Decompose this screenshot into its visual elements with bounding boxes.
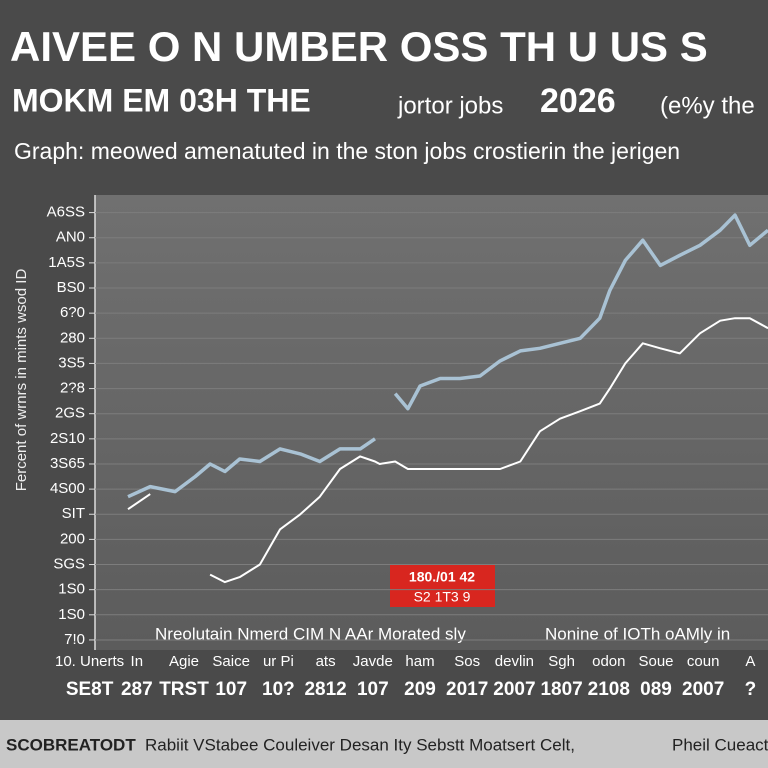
- x-tick-label: Javde: [353, 653, 393, 670]
- x-tick-label: 10?: [262, 679, 295, 700]
- x-tick-label: Agie: [169, 653, 199, 670]
- x-tick-label: 2007: [682, 679, 724, 700]
- x-tick-label: 1807: [540, 679, 582, 700]
- x-tick-label: In: [131, 653, 144, 670]
- x-tick-label: 2017: [446, 679, 488, 700]
- subtitle-year: 2026: [540, 82, 616, 120]
- x-tick-label: Sgh: [548, 653, 575, 670]
- y-tick-label: 1A5S: [48, 254, 85, 271]
- x-tick-label: 209: [404, 679, 436, 700]
- footer-text: SCOBREATODT: [6, 735, 136, 754]
- footer-band: [0, 720, 768, 768]
- y-tick-label: AN0: [56, 229, 85, 246]
- x-tick-label: ham: [405, 653, 434, 670]
- x-tick-label: 089: [640, 679, 672, 700]
- y-tick-label: BS0: [57, 279, 85, 296]
- x-tick-label: 107: [357, 679, 389, 700]
- y-tick-label: 3S65: [50, 455, 85, 472]
- y-tick-label: A6SS: [47, 204, 85, 221]
- y-tick-label: 2?8: [60, 380, 85, 397]
- x-tick-label: Saice: [212, 653, 250, 670]
- subtitle-tail: (e%y the: [660, 92, 755, 119]
- callout-box: [390, 565, 495, 607]
- x-tick-label: Soue: [638, 653, 673, 670]
- y-tick-label: 200: [60, 530, 85, 547]
- subtitle: MOKM EM 03H THE: [12, 82, 311, 118]
- callout-text: 180./01 42: [409, 569, 475, 585]
- x-tick-label: devlin: [495, 653, 534, 670]
- x-tick-label: ats: [316, 653, 336, 670]
- x-tick-label: TRST: [159, 679, 209, 700]
- y-axis-label: Fercent of wrnrs in mints wsod ID: [13, 269, 30, 492]
- y-tick-label: 3S5: [58, 354, 85, 371]
- x-tick-label: Sos: [454, 653, 480, 670]
- x-tick-label: 2108: [588, 679, 630, 700]
- x-tick-label: ur Pi: [263, 653, 294, 670]
- chart-title: AIVEE O N UMBER OSS TH U US S: [10, 23, 708, 70]
- footer-text: Pheil Cueact: [672, 735, 768, 754]
- y-tick-label: 2GS: [55, 405, 85, 422]
- y-tick-label: 1S0: [58, 606, 85, 623]
- y-tick-label: SIT: [62, 505, 85, 522]
- x-tick-label: ?: [745, 679, 757, 700]
- x-tick-label: 287: [121, 679, 153, 700]
- y-tick-label: 4S00: [50, 480, 85, 497]
- y-tick-label: 280: [60, 329, 85, 346]
- description: Graph: meowed amenatuted in the ston job…: [14, 138, 680, 164]
- callout-text: S2 1T3 9: [414, 589, 471, 605]
- series-line: [127, 317, 768, 584]
- y-tick-label: SGS: [53, 555, 85, 572]
- annotation: Nreolutain Nmerd CIM N AAr Morated sly: [155, 624, 466, 643]
- y-tick-label: 2S10: [50, 430, 85, 447]
- x-tick-label: A: [745, 653, 755, 670]
- y-tick-label: 1S0: [58, 581, 85, 598]
- series-line: [127, 213, 768, 499]
- y-tick-label: 6?0: [60, 304, 85, 321]
- footer-text: Rabiit VStabee Couleiver Desan Ity Sebst…: [145, 735, 575, 754]
- y-tick-label: 7!0: [64, 631, 85, 648]
- x-tick-label: 10. Unerts: [55, 653, 124, 670]
- annotation: Nonine of IOTh oAMly in: [545, 624, 730, 643]
- x-tick-label: odon: [592, 653, 625, 670]
- x-tick-label: 2007: [493, 679, 535, 700]
- x-tick-label: coun: [687, 653, 720, 670]
- x-tick-label: SE8T: [66, 679, 114, 700]
- x-tick-label: 107: [215, 679, 247, 700]
- x-tick-label: 2812: [304, 679, 346, 700]
- subtitle-small: jortor jobs: [397, 92, 503, 119]
